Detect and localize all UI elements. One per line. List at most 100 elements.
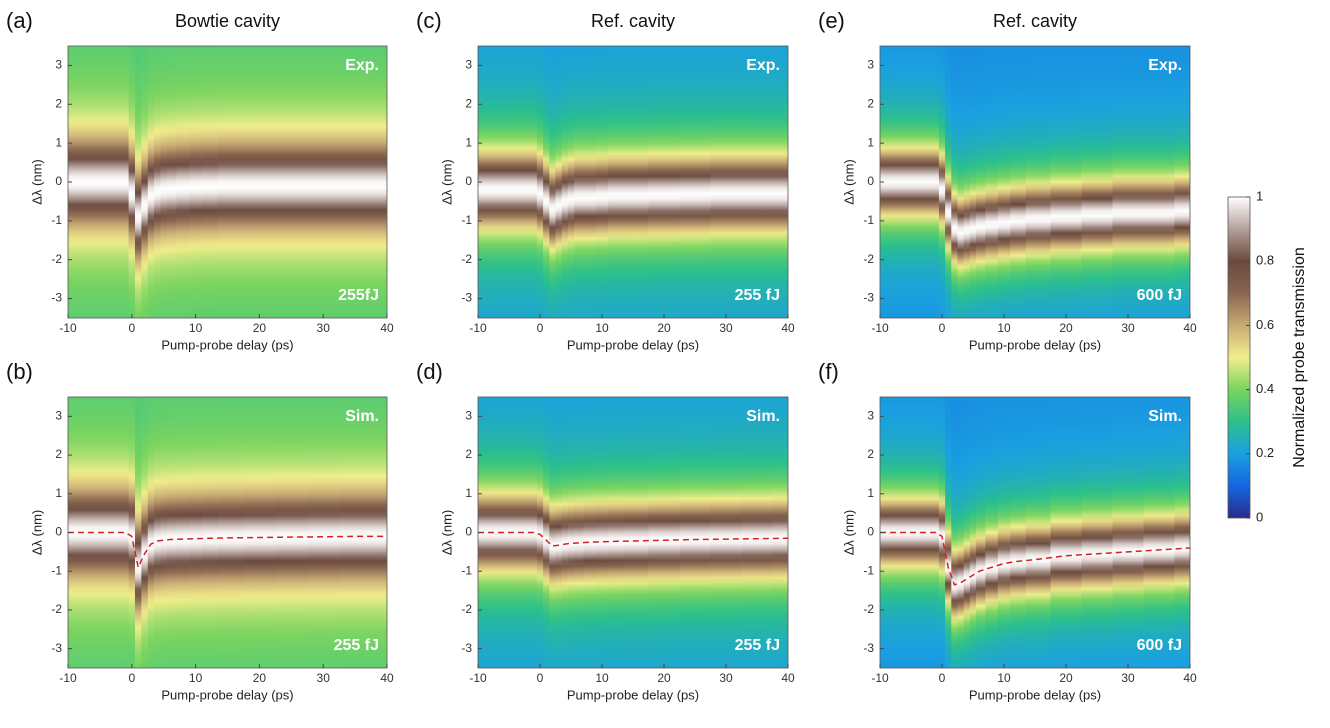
y-axis-label: Δλ (nm) bbox=[841, 510, 856, 556]
colorbar-label: Normalized probe transmission bbox=[1291, 247, 1308, 468]
colorbar-tick-label: 0.2 bbox=[1256, 445, 1274, 460]
y-tick-label: 3 bbox=[867, 409, 874, 423]
y-tick-label: -3 bbox=[863, 641, 874, 655]
heatmap-column bbox=[1081, 46, 1113, 318]
y-tick-label: 3 bbox=[465, 409, 472, 423]
heatmap-column bbox=[561, 397, 569, 668]
heatmap-column bbox=[166, 46, 177, 318]
heatmap-column bbox=[68, 397, 85, 668]
x-tick-label: 20 bbox=[253, 671, 267, 685]
colorbar bbox=[1227, 196, 1251, 519]
heatmap-column bbox=[567, 397, 575, 668]
heatmap-column bbox=[1050, 397, 1082, 668]
heatmap-column bbox=[679, 46, 711, 318]
y-tick-label: 2 bbox=[465, 447, 472, 461]
colorbar-tick-label: 0.8 bbox=[1256, 253, 1274, 268]
y-tick-label: -3 bbox=[51, 291, 62, 305]
heatmap-column bbox=[521, 46, 538, 318]
x-tick-label: -10 bbox=[469, 321, 487, 335]
heatmap-column bbox=[583, 46, 597, 318]
heatmap bbox=[68, 46, 387, 318]
heatmap-column bbox=[608, 46, 625, 318]
annotation: Exp. bbox=[345, 57, 379, 74]
heatmap-column bbox=[339, 397, 372, 668]
heatmap-column bbox=[957, 397, 965, 668]
x-tick-label: 30 bbox=[317, 321, 331, 335]
x-tick-label: -10 bbox=[469, 671, 487, 685]
heatmap-column bbox=[648, 46, 680, 318]
heatmap-column bbox=[880, 397, 896, 668]
heatmap-column bbox=[938, 46, 946, 318]
y-tick-label: 0 bbox=[867, 174, 874, 188]
panel-label: (b) bbox=[6, 359, 33, 384]
colorbar-tick-label: 0.4 bbox=[1256, 381, 1274, 396]
heatmap-column bbox=[1143, 397, 1175, 668]
x-tick-label: 40 bbox=[1183, 671, 1197, 685]
heatmap-column bbox=[895, 46, 924, 318]
resonance-line bbox=[880, 531, 1190, 586]
x-tick-label: 30 bbox=[317, 671, 331, 685]
annotation: Exp. bbox=[1148, 57, 1182, 74]
heatmap-column bbox=[772, 397, 788, 668]
heatmap-column bbox=[574, 46, 584, 318]
colorbar-tick-label: 0.6 bbox=[1256, 317, 1274, 332]
x-tick-label: -10 bbox=[871, 671, 889, 685]
energy-label: 255 fJ bbox=[735, 287, 780, 304]
y-axis-label: Δλ (nm) bbox=[841, 159, 856, 205]
x-tick-label: 40 bbox=[380, 671, 394, 685]
annotation: Exp. bbox=[746, 57, 780, 74]
heatmap-column bbox=[543, 46, 550, 318]
heatmap-column bbox=[969, 397, 977, 668]
heatmap-column bbox=[1143, 46, 1175, 318]
heatmap-column bbox=[741, 46, 773, 318]
heatmap-column bbox=[549, 397, 556, 668]
heatmap-column bbox=[1112, 397, 1144, 668]
x-axis-label: Pump-probe delay (ps) bbox=[161, 687, 293, 702]
heatmap-column bbox=[648, 397, 680, 668]
y-tick-label: -3 bbox=[51, 641, 62, 655]
heatmap-column bbox=[536, 46, 544, 318]
panel-label: (c) bbox=[416, 8, 442, 33]
panel-title: Ref. cavity bbox=[591, 11, 675, 31]
heatmap-column bbox=[478, 397, 494, 668]
y-tick-label: -2 bbox=[461, 602, 472, 616]
x-tick-label: 0 bbox=[939, 671, 946, 685]
heatmap-column bbox=[112, 46, 130, 318]
heatmap-column bbox=[963, 397, 971, 668]
y-tick-label: -3 bbox=[863, 291, 874, 305]
heatmap-column bbox=[1025, 46, 1051, 318]
heatmap-column bbox=[938, 397, 946, 668]
heatmap-column bbox=[128, 46, 136, 318]
heatmap-column bbox=[969, 46, 977, 318]
heatmap-column bbox=[371, 46, 387, 318]
y-tick-label: -2 bbox=[863, 252, 874, 266]
colorbar-tick-label: 0 bbox=[1256, 509, 1263, 524]
heatmap-column bbox=[976, 397, 986, 668]
y-tick-label: 0 bbox=[465, 525, 472, 539]
heatmap-column bbox=[147, 397, 155, 668]
heatmap-column bbox=[985, 397, 999, 668]
y-tick-label: -1 bbox=[863, 213, 874, 227]
panel-label: (f) bbox=[818, 359, 839, 384]
heatmap-column bbox=[963, 46, 971, 318]
heatmap-column bbox=[147, 46, 155, 318]
heatmap-column bbox=[623, 397, 649, 668]
x-tick-label: 0 bbox=[939, 321, 946, 335]
panel-title: Bowtie cavity bbox=[175, 11, 280, 31]
y-tick-label: -3 bbox=[461, 291, 472, 305]
heatmap-column bbox=[1174, 397, 1190, 668]
heatmap-column bbox=[134, 397, 142, 668]
heatmap-column bbox=[710, 46, 742, 318]
x-tick-label: 10 bbox=[997, 321, 1011, 335]
energy-label: 600 fJ bbox=[1137, 287, 1182, 304]
heatmap-column bbox=[339, 46, 372, 318]
heatmap-column bbox=[772, 46, 788, 318]
y-tick-label: 1 bbox=[55, 135, 62, 149]
x-tick-label: 20 bbox=[657, 671, 671, 685]
heatmap-column bbox=[880, 46, 896, 318]
heatmap-column bbox=[160, 397, 168, 668]
heatmap-column bbox=[1081, 397, 1113, 668]
heatmap-column bbox=[710, 397, 742, 668]
heatmap-column bbox=[83, 46, 114, 318]
y-tick-label: 2 bbox=[867, 96, 874, 110]
